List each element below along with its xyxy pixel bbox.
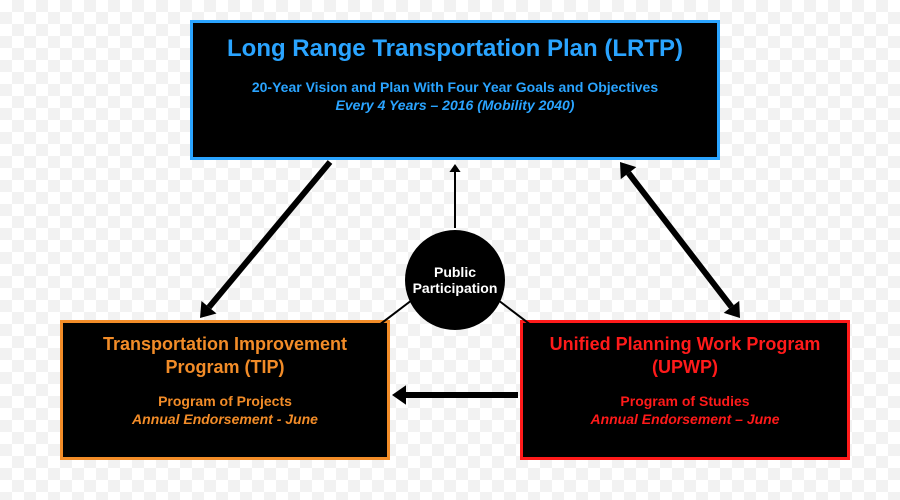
arrow-lrtp-to-tip — [200, 162, 330, 318]
arrow-upwp-to-tip — [392, 385, 518, 405]
upwp-box: Unified Planning Work Program (UPWP) Pro… — [520, 320, 850, 460]
upwp-title: Unified Planning Work Program (UPWP) — [539, 333, 831, 380]
lrtp-subtitle: 20-Year Vision and Plan With Four Year G… — [209, 78, 701, 96]
lrtp-box: Long Range Transportation Plan (LRTP) 20… — [190, 20, 720, 160]
center-line2: Participation — [413, 280, 498, 296]
arrow-center-to-lrtp — [449, 164, 460, 228]
lrtp-title: Long Range Transportation Plan (LRTP) — [209, 33, 701, 64]
upwp-subtitle: Program of Studies — [539, 392, 831, 410]
lrtp-emphasis: Every 4 Years – 2016 (Mobility 2040) — [209, 96, 701, 114]
tip-subtitle: Program of Projects — [79, 392, 371, 410]
tip-box: Transportation Improvement Program (TIP)… — [60, 320, 390, 460]
tip-title: Transportation Improvement Program (TIP) — [79, 333, 371, 380]
center-line1: Public — [413, 264, 498, 280]
tip-emphasis: Annual Endorsement - June — [79, 410, 371, 428]
public-participation-node: Public Participation — [405, 230, 505, 330]
upwp-emphasis: Annual Endorsement – June — [539, 410, 831, 428]
arrow-lrtp-upwp — [620, 162, 740, 318]
